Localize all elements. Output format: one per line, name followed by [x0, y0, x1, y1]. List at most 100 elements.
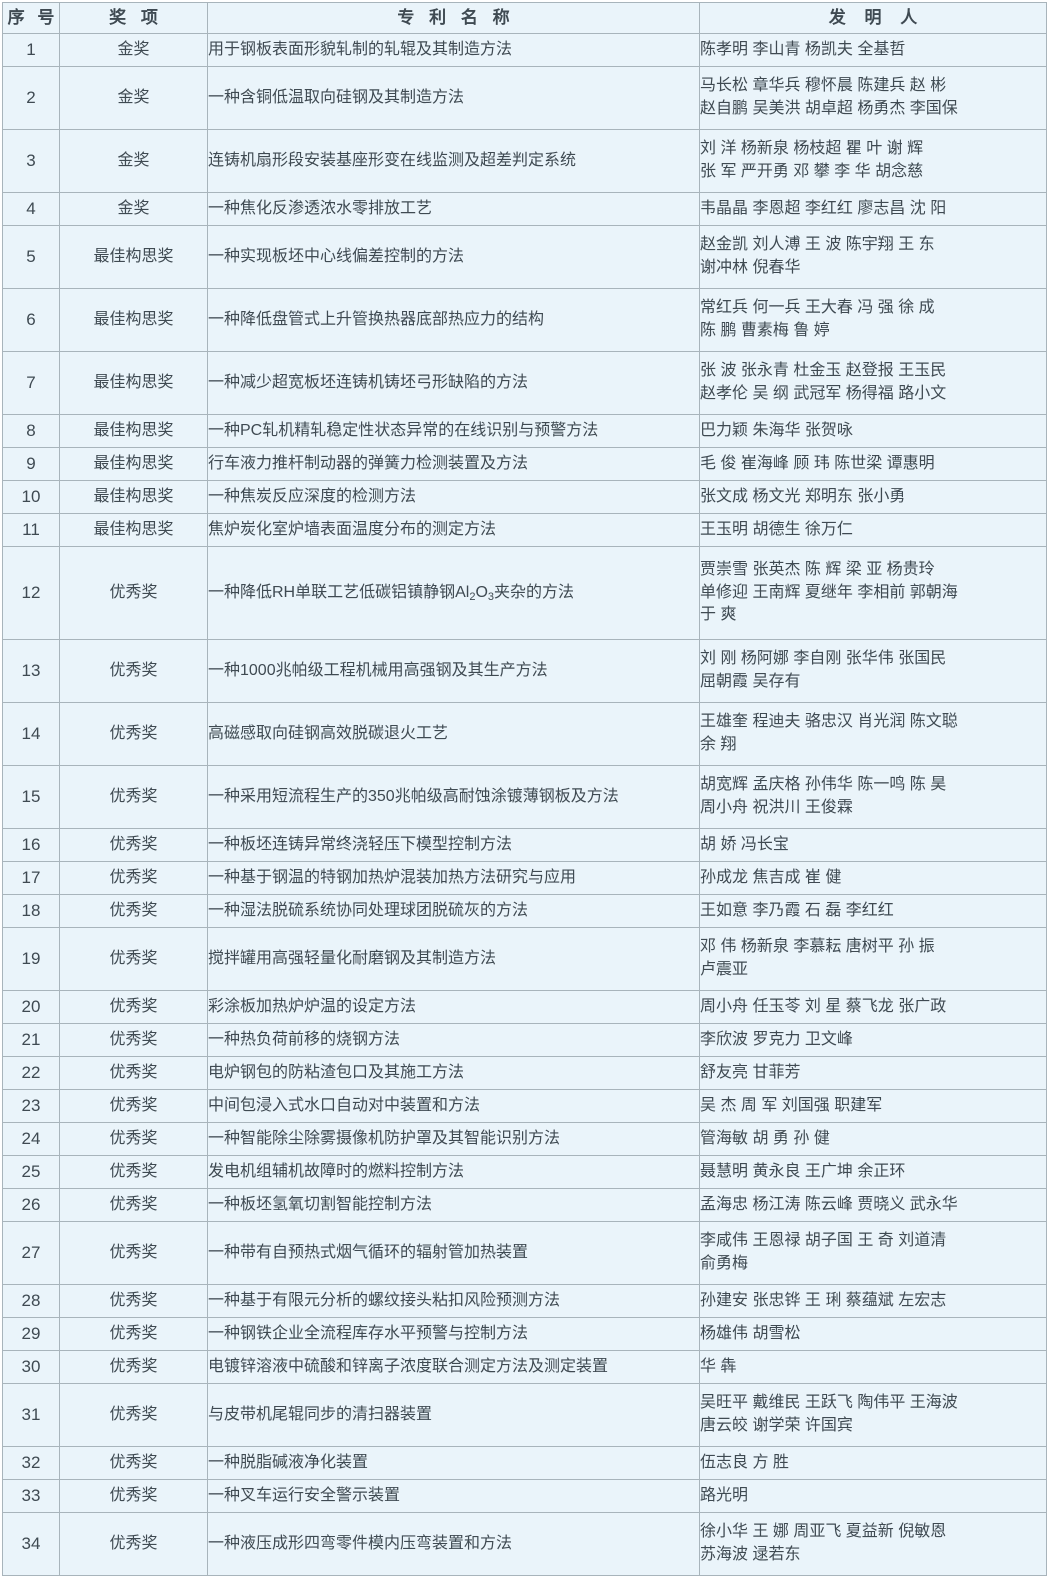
table-row: 3 金奖 连铸机扇形段安装基座形变在线监测及超差判定系统刘 洋 杨新泉 杨枝超 瞿 …	[2, 129, 1047, 193]
cell-sequence: 19	[2, 927, 60, 991]
cell-inventors: 韦晶晶 李恩超 李红红 廖志昌 沈 阳	[699, 192, 1047, 226]
inventor-line: 赵孝伦 吴 纲 武冠军 杨得福 路小文	[700, 385, 947, 402]
cell-award: 优秀奖	[59, 990, 208, 1024]
cell-patent-name: 一种湿法脱硫系统协同处理球团脱硫灰的方法	[207, 894, 700, 928]
cell-inventors: 李欣波 罗克力 卫文峰	[699, 1023, 1047, 1057]
table-row: 9 最佳构思奖 行车液力推杆制动器的弹簧力检测装置及方法毛 俊 崔海峰 顾 玮 陈世…	[2, 447, 1047, 481]
cell-patent-name: 与皮带机尾辊同步的清扫器装置	[207, 1383, 700, 1447]
inventor-line: 聂慧明 黄永良 王广坤 余正环	[700, 1162, 906, 1180]
cell-sequence: 10	[2, 480, 60, 514]
inventor-line: 王玉明 胡德生 徐万仁	[700, 520, 853, 538]
cell-patent-name: 搅拌罐用高强轻量化耐磨钢及其制造方法	[207, 927, 700, 991]
cell-inventors: 张 波 张永青 杜金玉 赵登报 王玉民 赵孝伦 吴 纲 武冠军 杨得福 路小文	[699, 351, 1047, 415]
table-row: 12 优秀奖 一种降低RH单联工艺低碳铝镇静钢Al2O3夹杂的方法 贾崇雪 张英杰 陈…	[2, 546, 1047, 640]
cell-award: 优秀奖	[59, 894, 208, 928]
cell-patent-name: 一种基于有限元分析的螺纹接头粘扣风险预测方法	[207, 1284, 700, 1318]
cell-patent-name: 中间包浸入式水口自动对中装置和方法	[207, 1089, 700, 1123]
cell-award: 优秀奖	[59, 546, 208, 640]
cell-award: 最佳构思奖	[59, 225, 208, 289]
cell-award: 最佳构思奖	[59, 447, 208, 481]
cell-patent-name: 彩涂板加热炉炉温的设定方法	[207, 990, 700, 1024]
cell-sequence: 6	[2, 288, 60, 352]
inventor-line: 胡 娇 冯长宝	[700, 835, 789, 853]
cell-award: 优秀奖	[59, 1221, 208, 1285]
cell-inventors: 王如意 李乃霞 石 磊 李红红	[699, 894, 1047, 928]
cell-sequence: 30	[2, 1350, 60, 1384]
cell-patent-name: 一种板坯氢氧切割智能控制方法	[207, 1188, 700, 1222]
cell-inventors: 王玉明 胡德生 徐万仁	[699, 513, 1047, 547]
cell-award: 优秀奖	[59, 1188, 208, 1222]
cell-patent-name: 一种板坯连铸异常终浇轻压下模型控制方法	[207, 828, 700, 862]
cell-sequence: 3	[2, 129, 60, 193]
cell-sequence: 32	[2, 1446, 60, 1480]
table-row: 26 优秀奖 一种板坯氢氧切割智能控制方法 孟海忠 杨江涛 陈云峰 贾晓义 武永华	[2, 1188, 1047, 1222]
cell-patent-name: 一种1000兆帕级工程机械用高强钢及其生产方法	[207, 639, 700, 703]
cell-inventors: 舒友亮 甘菲芳	[699, 1056, 1047, 1090]
cell-inventors: 杨雄伟 胡雪松	[699, 1317, 1047, 1351]
cell-award: 金奖	[59, 66, 208, 130]
cell-inventors: 王雄奎 程迪夫 骆忠汉 肖光润 陈文聪余 翔	[699, 702, 1047, 766]
cell-inventors: 伍志良 方 胜	[699, 1446, 1047, 1480]
inventor-line: 李欣波 罗克力 卫文峰	[700, 1030, 853, 1048]
table-row: 15 优秀奖 一种采用短流程生产的350兆帕级高耐蚀涂镀薄钢板及方法 胡宽辉 孟庆格 …	[2, 765, 1047, 829]
cell-award: 优秀奖	[59, 927, 208, 991]
cell-award: 优秀奖	[59, 765, 208, 829]
cell-sequence: 16	[2, 828, 60, 862]
table-row: 30 优秀奖 电镀锌溶液中硫酸和锌离子浓度联合测定方法及测定装置华 犇	[2, 1350, 1047, 1384]
inventor-line: 孙建安 张忠铧 王 琍 蔡蕴斌 左宏志	[700, 1291, 947, 1309]
inventor-line: 屈朝霞 吴存有	[700, 673, 801, 690]
inventor-line: 李咸伟 王恩禄 胡子国 王 奇 刘道清	[700, 1232, 947, 1250]
inventor-line: 张 军 严开勇 邓 攀 李 华 胡念慈	[700, 163, 924, 180]
cell-patent-name: 一种基于钢温的特钢加热炉混装加热方法研究与应用	[207, 861, 700, 895]
cell-patent-name: 一种脱脂碱液净化装置	[207, 1446, 700, 1480]
cell-sequence: 29	[2, 1317, 60, 1351]
cell-inventors: 孟海忠 杨江涛 陈云峰 贾晓义 武永华	[699, 1188, 1047, 1222]
table-row: 16 优秀奖 一种板坯连铸异常终浇轻压下模型控制方法胡 娇 冯长宝	[2, 828, 1047, 862]
cell-award: 优秀奖	[59, 1446, 208, 1480]
table-row: 27 优秀奖 一种带有自预热式烟气循环的辐射管加热装置 李咸伟 王恩禄 胡子国 王 奇…	[2, 1221, 1047, 1285]
inventor-line: 余 翔	[700, 736, 737, 753]
cell-patent-name: 行车液力推杆制动器的弹簧力检测装置及方法	[207, 447, 700, 481]
inventor-line: 杨雄伟 胡雪松	[700, 1324, 801, 1342]
cell-award: 金奖	[59, 33, 208, 67]
inventor-line: 唐云皎 谢学荣 许国宾	[700, 1417, 853, 1434]
cell-inventors: 赵金凯 刘人溥 王 波 陈宇翔 王 东谢冲林 倪春华	[699, 225, 1047, 289]
table-row: 29 优秀奖 一种钢铁企业全流程库存水平预警与控制方法 杨雄伟 胡雪松	[2, 1317, 1047, 1351]
inventor-line: 单修迎 王南辉 夏继年 李相前 郭朝海	[700, 583, 958, 601]
table-row: 4 金奖 一种焦化反渗透浓水零排放工艺 韦晶晶 李恩超 李红红 廖志昌 沈 阳	[2, 192, 1047, 226]
inventor-line: 刘 刚 杨阿娜 李自刚 张华伟 张国民	[700, 650, 947, 668]
cell-sequence: 4	[2, 192, 60, 226]
column-header-patent-name: 专 利 名 称	[207, 2, 700, 34]
cell-patent-name: 一种减少超宽板坯连铸机铸坯弓形缺陷的方法	[207, 351, 700, 415]
cell-patent-name: 用于钢板表面形貌轧制的轧辊及其制造方法	[207, 33, 700, 67]
table-row: 8 最佳构思奖 一种PC轧机精轧稳定性状态异常的在线识别与预警方法 巴力颖 朱海华 张…	[2, 414, 1047, 448]
cell-sequence: 27	[2, 1221, 60, 1285]
cell-sequence: 23	[2, 1089, 60, 1123]
inventor-line: 张文成 杨文光 郑明东 张小勇	[700, 487, 906, 505]
column-header-award: 奖 项	[59, 2, 208, 34]
cell-sequence: 31	[2, 1383, 60, 1447]
cell-inventors: 毛 俊 崔海峰 顾 玮 陈世梁 谭惠明	[699, 447, 1047, 481]
cell-inventors: 刘 刚 杨阿娜 李自刚 张华伟 张国民 屈朝霞 吴存有	[699, 639, 1047, 703]
cell-inventors: 吴 杰 周 军 刘国强 职建军	[699, 1089, 1047, 1123]
inventor-line: 胡宽辉 孟庆格 孙伟华 陈一鸣 陈 昊	[700, 776, 947, 794]
cell-inventors: 孙建安 张忠铧 王 琍 蔡蕴斌 左宏志	[699, 1284, 1047, 1318]
cell-sequence: 1	[2, 33, 60, 67]
table-row: 18 优秀奖 一种湿法脱硫系统协同处理球团脱硫灰的方法 王如意 李乃霞 石 磊 李红红	[2, 894, 1047, 928]
cell-sequence: 33	[2, 1479, 60, 1513]
inventor-line: 俞勇梅	[700, 1255, 749, 1272]
cell-inventors: 胡宽辉 孟庆格 孙伟华 陈一鸣 陈 昊周小舟 祝洪川 王俊霖	[699, 765, 1047, 829]
cell-award: 最佳构思奖	[59, 288, 208, 352]
table-row: 22 优秀奖 电炉钢包的防粘渣包口及其施工方法 舒友亮 甘菲芳	[2, 1056, 1047, 1090]
table-row: 5 最佳构思奖 一种实现板坯中心线偏差控制的方法 赵金凯 刘人溥 王 波 陈宇翔 王 …	[2, 225, 1047, 289]
inventor-line: 舒友亮 甘菲芳	[700, 1063, 801, 1081]
cell-inventors: 巴力颖 朱海华 张贺咏	[699, 414, 1047, 448]
cell-patent-name: 一种焦化反渗透浓水零排放工艺	[207, 192, 700, 226]
table-body: 1 金奖 用于钢板表面形貌轧制的轧辊及其制造方法 陈孝明 李山青 杨凯夫 全基哲 2 金奖…	[2, 33, 1047, 1576]
cell-patent-name: 一种降低盘管式上升管换热器底部热应力的结构	[207, 288, 700, 352]
cell-patent-name: 一种带有自预热式烟气循环的辐射管加热装置	[207, 1221, 700, 1285]
cell-sequence: 2	[2, 66, 60, 130]
table-row: 21 优秀奖 一种热负荷前移的烧钢方法 李欣波 罗克力 卫文峰	[2, 1023, 1047, 1057]
cell-sequence: 15	[2, 765, 60, 829]
cell-patent-name: 一种叉车运行安全警示装置	[207, 1479, 700, 1513]
